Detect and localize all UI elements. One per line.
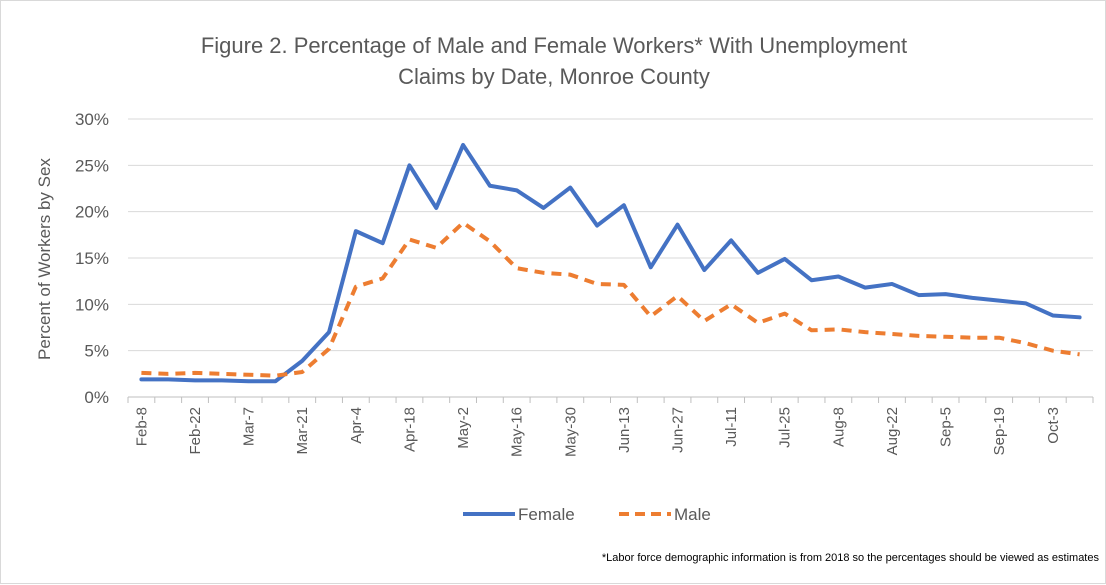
x-tick-label: Feb-22 xyxy=(187,407,204,455)
legend-label-female: Female xyxy=(518,505,575,524)
series-line-male xyxy=(141,220,1080,378)
x-tick-label: Jul-25 xyxy=(777,407,794,448)
y-tick-label: 5% xyxy=(84,342,109,361)
chart-title-line-2: Claims by Date, Monroe County xyxy=(398,64,710,89)
x-tick-label: Jun-27 xyxy=(670,407,687,453)
y-tick-label: 25% xyxy=(75,156,109,175)
x-tick-label: May-16 xyxy=(509,407,526,457)
x-tick-label: Mar-21 xyxy=(294,407,311,455)
x-tick-label: Mar-7 xyxy=(241,407,258,446)
y-tick-label: 20% xyxy=(75,203,109,222)
x-tick-label: Apr-18 xyxy=(401,407,418,452)
gridlines xyxy=(127,118,1094,403)
y-axis-title: Percent of Workers by Sex xyxy=(35,158,54,360)
x-tick-label: May-2 xyxy=(455,407,472,449)
x-tick-label: May-30 xyxy=(562,407,579,457)
x-tick-label: Oct-3 xyxy=(1045,407,1062,444)
series-lines xyxy=(139,142,1082,384)
x-tick-label: Apr-4 xyxy=(348,407,365,444)
footnote: *Labor force demographic information is … xyxy=(602,552,1100,564)
y-tick-label: 10% xyxy=(75,295,109,314)
chart-title-line-1: Figure 2. Percentage of Male and Female … xyxy=(201,33,907,58)
y-tick-label: 0% xyxy=(84,388,109,407)
series-line-female xyxy=(139,142,1082,384)
x-tick-label: Aug-22 xyxy=(884,407,901,455)
x-tick-label: Aug-8 xyxy=(830,407,847,447)
legend-label-male: Male xyxy=(674,505,711,524)
x-tick-label: Feb-8 xyxy=(133,407,150,446)
x-tick-label: Jul-11 xyxy=(723,407,740,447)
x-tick-label: Sep-19 xyxy=(991,407,1008,455)
x-tick-label: Sep-5 xyxy=(938,407,955,447)
y-axis-ticks: 0% 5% 10% 15% 20% 25% 30% xyxy=(75,110,109,407)
legend: Female Male xyxy=(463,505,711,524)
y-tick-label: 15% xyxy=(75,249,109,268)
y-tick-label: 30% xyxy=(75,110,109,129)
x-axis-ticks: Feb-8 Feb-22 Mar-7 Mar-21 Apr-4 Apr-18 May-2 Ma… xyxy=(133,407,1061,457)
x-tick-label: Jun-13 xyxy=(616,407,633,453)
